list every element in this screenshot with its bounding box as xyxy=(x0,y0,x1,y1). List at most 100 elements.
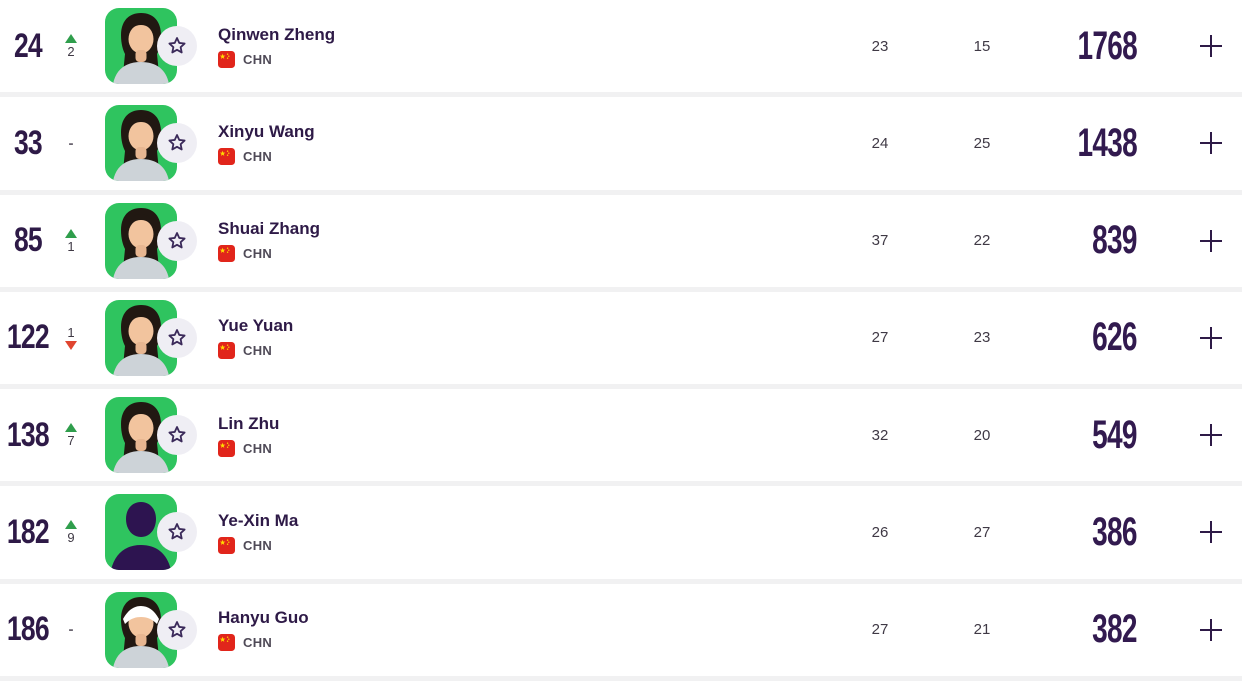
player-country: CHN xyxy=(218,634,830,652)
player-tournaments: 20 xyxy=(973,426,991,444)
china-flag-icon xyxy=(218,634,235,652)
plus-icon xyxy=(1200,132,1222,155)
triangle-up-icon xyxy=(65,423,77,433)
player-photo[interactable] xyxy=(105,591,177,668)
player-row[interactable]: 182 9 xyxy=(0,486,1242,584)
favorite-star-button[interactable] xyxy=(157,220,197,261)
player-rank: 33 xyxy=(14,123,43,162)
player-tournaments: 23 xyxy=(973,329,991,347)
player-age: 37 xyxy=(871,232,889,250)
player-age: 24 xyxy=(871,134,889,152)
player-points: 382 xyxy=(1092,607,1137,652)
player-photo-image xyxy=(111,502,171,571)
country-code: CHN xyxy=(243,343,273,359)
favorite-star-button[interactable] xyxy=(157,26,197,67)
player-rank: 138 xyxy=(7,415,50,454)
rank-change: 2 xyxy=(65,34,77,58)
star-icon xyxy=(168,329,186,346)
plus-icon xyxy=(1200,326,1222,349)
player-row[interactable]: 85 1 xyxy=(0,194,1242,292)
player-points: 1768 xyxy=(1077,23,1138,68)
favorite-star-button[interactable] xyxy=(157,609,197,650)
rank-change-value: - xyxy=(68,621,74,639)
player-country: CHN xyxy=(218,245,830,263)
player-age: 23 xyxy=(871,37,889,55)
rank-change-value: 1 xyxy=(67,238,75,254)
player-rank: 186 xyxy=(7,610,50,649)
china-flag-icon xyxy=(218,342,235,360)
star-icon xyxy=(168,231,186,249)
player-photo[interactable] xyxy=(105,202,177,279)
country-code: CHN xyxy=(243,537,273,553)
player-photo-image xyxy=(113,110,169,182)
player-country: CHN xyxy=(218,50,830,68)
add-player-button[interactable] xyxy=(1196,323,1226,353)
favorite-star-button[interactable] xyxy=(157,123,197,164)
plus-icon xyxy=(1200,424,1222,447)
rank-change: 1 xyxy=(65,326,77,350)
star-icon xyxy=(168,134,186,151)
player-row[interactable]: 33 - xyxy=(0,97,1242,195)
country-code: CHN xyxy=(243,440,273,456)
player-row[interactable]: 24 2 xyxy=(0,0,1242,98)
player-rank: 122 xyxy=(7,318,50,357)
china-flag-icon xyxy=(218,439,235,457)
plus-icon xyxy=(1200,521,1222,544)
player-age: 32 xyxy=(871,426,889,444)
add-player-button[interactable] xyxy=(1196,128,1226,158)
player-name[interactable]: Qinwen Zheng xyxy=(218,24,336,44)
rank-change-value: 1 xyxy=(67,324,75,340)
star-icon xyxy=(168,37,186,54)
plus-icon xyxy=(1200,229,1222,252)
star-icon xyxy=(168,523,186,540)
add-player-button[interactable] xyxy=(1196,615,1226,645)
player-points: 839 xyxy=(1092,218,1137,263)
player-points: 626 xyxy=(1092,315,1137,360)
favorite-star-button[interactable] xyxy=(157,415,197,456)
rank-change: 1 xyxy=(65,228,77,254)
player-name[interactable]: Hanyu Guo xyxy=(218,608,309,628)
plus-icon xyxy=(1200,618,1222,641)
player-photo[interactable] xyxy=(105,299,177,376)
star-icon xyxy=(168,426,186,443)
player-photo-image xyxy=(113,596,169,668)
player-tournaments: 25 xyxy=(973,134,991,152)
player-country: CHN xyxy=(218,536,830,554)
add-player-button[interactable] xyxy=(1196,31,1226,61)
china-flag-icon xyxy=(218,147,235,165)
player-tournaments: 27 xyxy=(973,523,991,541)
country-code: CHN xyxy=(243,51,273,67)
player-name[interactable]: Yue Yuan xyxy=(218,316,294,336)
player-name[interactable]: Lin Zhu xyxy=(218,413,280,433)
china-flag-icon xyxy=(218,50,235,68)
china-flag-icon xyxy=(218,245,235,263)
country-code: CHN xyxy=(243,246,273,262)
rank-change: - xyxy=(69,136,74,151)
player-photo-image xyxy=(113,402,169,474)
triangle-down-icon xyxy=(65,340,77,350)
player-row[interactable]: 138 7 xyxy=(0,389,1242,487)
star-icon xyxy=(168,620,186,638)
rank-change-value: 9 xyxy=(67,530,75,546)
player-tournaments: 21 xyxy=(973,621,991,639)
favorite-star-button[interactable] xyxy=(157,512,197,553)
player-name[interactable]: Ye-Xin Ma xyxy=(218,510,299,530)
add-player-button[interactable] xyxy=(1196,420,1226,450)
player-name[interactable]: Xinyu Wang xyxy=(218,121,315,141)
add-player-button[interactable] xyxy=(1196,226,1226,256)
player-photo[interactable] xyxy=(105,494,177,571)
player-row[interactable]: 186 - xyxy=(0,583,1242,681)
player-age: 26 xyxy=(871,523,889,541)
player-rank: 24 xyxy=(14,26,43,65)
favorite-star-button[interactable] xyxy=(157,317,197,358)
triangle-up-icon xyxy=(65,34,77,44)
player-row[interactable]: 122 1 xyxy=(0,291,1242,390)
player-name[interactable]: Shuai Zhang xyxy=(218,219,320,239)
player-rank: 85 xyxy=(14,221,43,260)
rank-change: - xyxy=(69,622,74,637)
player-points: 1438 xyxy=(1077,120,1138,165)
player-country: CHN xyxy=(218,342,830,360)
rank-change-value: 2 xyxy=(67,44,75,60)
add-player-button[interactable] xyxy=(1196,517,1226,547)
